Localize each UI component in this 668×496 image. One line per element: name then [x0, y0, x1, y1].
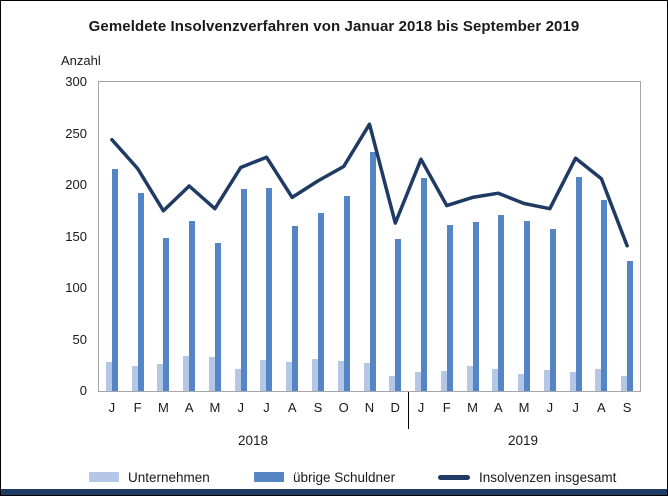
chart-title: Gemeldete Insolvenzverfahren von Januar … [88, 18, 580, 35]
legend-item-unternehmen: Unternehmen [89, 466, 210, 488]
bar-uebrige-schuldner [189, 221, 196, 391]
bar-unternehmen [415, 372, 422, 391]
bar-unternehmen [466, 366, 473, 391]
x-tick-label: F [133, 400, 142, 415]
legend-item-insolvenzen-insgesamt: Insolvenzen insgesamt [438, 466, 616, 488]
bar-uebrige-schuldner [575, 176, 582, 391]
legend: Unternehmen übrige Schuldner Insolvenzen… [1, 466, 667, 488]
bar-unternehmen [595, 369, 602, 391]
bar-uebrige-schuldner [214, 242, 221, 391]
bar-uebrige-schuldner [498, 214, 505, 391]
year-label-2019: 2019 [507, 433, 539, 448]
legend-label: Unternehmen [128, 469, 210, 485]
y-tick-label: 50 [72, 331, 87, 347]
y-tick-label: 100 [65, 280, 87, 295]
bar-unternehmen [183, 355, 190, 391]
bar-unternehmen [543, 370, 550, 391]
bar-unternehmen [621, 375, 628, 391]
bar-uebrige-schuldner [395, 238, 402, 391]
legend-label: Insolvenzen insgesamt [479, 469, 617, 485]
y-axis-unit-label: Anzahl [61, 53, 101, 68]
insolvenzen-insgesamt-swatch [438, 474, 470, 480]
bar-uebrige-schuldner [472, 222, 479, 391]
y-tick-label: 250 [65, 125, 87, 141]
bar-unternehmen [311, 359, 318, 391]
bar-unternehmen [234, 369, 241, 391]
x-tick-label: M [157, 400, 169, 415]
x-tick-label: D [390, 400, 400, 415]
footer-bar [1, 489, 667, 495]
legend-item-uebrige-schuldner: übrige Schuldner [254, 466, 395, 488]
y-tick-label: 0 [79, 383, 87, 398]
bar-uebrige-schuldner [421, 177, 428, 391]
x-tick-label: A [184, 400, 194, 415]
x-tick-label: J [572, 400, 579, 415]
bar-uebrige-schuldner [317, 212, 324, 391]
x-tick-label: J [108, 400, 116, 415]
bar-unternehmen [208, 357, 215, 391]
x-tick-label: M [467, 400, 478, 415]
bar-unternehmen [492, 369, 499, 391]
bar-uebrige-schuldner [343, 196, 350, 391]
bar-unternehmen [389, 375, 396, 391]
bar-uebrige-schuldner [627, 261, 634, 391]
bar-unternehmen [260, 360, 267, 391]
x-tick-label: O [338, 400, 349, 415]
bar-uebrige-schuldner [369, 152, 376, 391]
x-tick-label: J [417, 400, 425, 415]
year-divider-line [408, 392, 409, 429]
bar-uebrige-schuldner [446, 225, 453, 391]
x-tick-label: M [209, 400, 221, 415]
bar-unternehmen [286, 362, 293, 391]
bar-unternehmen [363, 363, 370, 391]
y-tick-label: 200 [65, 177, 87, 192]
bar-uebrige-schuldner [292, 226, 299, 391]
y-axis: 0 50 100 150 200 250 300 [31, 74, 87, 398]
bar-uebrige-schuldner [601, 200, 608, 391]
bar-uebrige-schuldner [240, 189, 247, 391]
unternehmen-swatch [89, 472, 119, 482]
bar-unternehmen [518, 373, 525, 391]
bar-uebrige-schuldner [266, 188, 273, 391]
x-tick-label: A [493, 400, 503, 415]
bar-uebrige-schuldner [111, 168, 118, 391]
line-insolvenzen-insgesamt [110, 122, 629, 248]
x-tick-label: A [287, 400, 297, 415]
year-label-2018: 2018 [237, 433, 269, 448]
bar-unternehmen [337, 361, 344, 391]
bar-uebrige-schuldner [549, 229, 556, 391]
bar-unternehmen [131, 366, 138, 391]
x-tick-label: F [442, 400, 451, 415]
x-tick-label: S [313, 400, 323, 415]
bar-uebrige-schuldner [137, 193, 144, 391]
x-tick-label: N [364, 400, 375, 415]
bar-uebrige-schuldner [524, 221, 531, 391]
x-tick-label: M [518, 400, 530, 415]
bar-unternehmen [569, 372, 576, 391]
bar-unternehmen [157, 364, 164, 391]
x-tick-label: A [597, 400, 606, 415]
bar-unternehmen [440, 371, 447, 391]
y-tick-label: 150 [65, 228, 87, 244]
x-tick-label: S [622, 400, 632, 415]
legend-label: übrige Schuldner [293, 469, 396, 485]
uebrige-schuldner-swatch [254, 472, 284, 482]
bar-unternehmen [105, 362, 112, 391]
x-tick-label: J [237, 400, 244, 415]
y-tick-label: 300 [65, 74, 87, 89]
plot-area [98, 81, 641, 392]
bar-uebrige-schuldner [163, 237, 170, 391]
x-tick-label: J [263, 400, 270, 415]
x-tick-label: J [546, 400, 554, 415]
